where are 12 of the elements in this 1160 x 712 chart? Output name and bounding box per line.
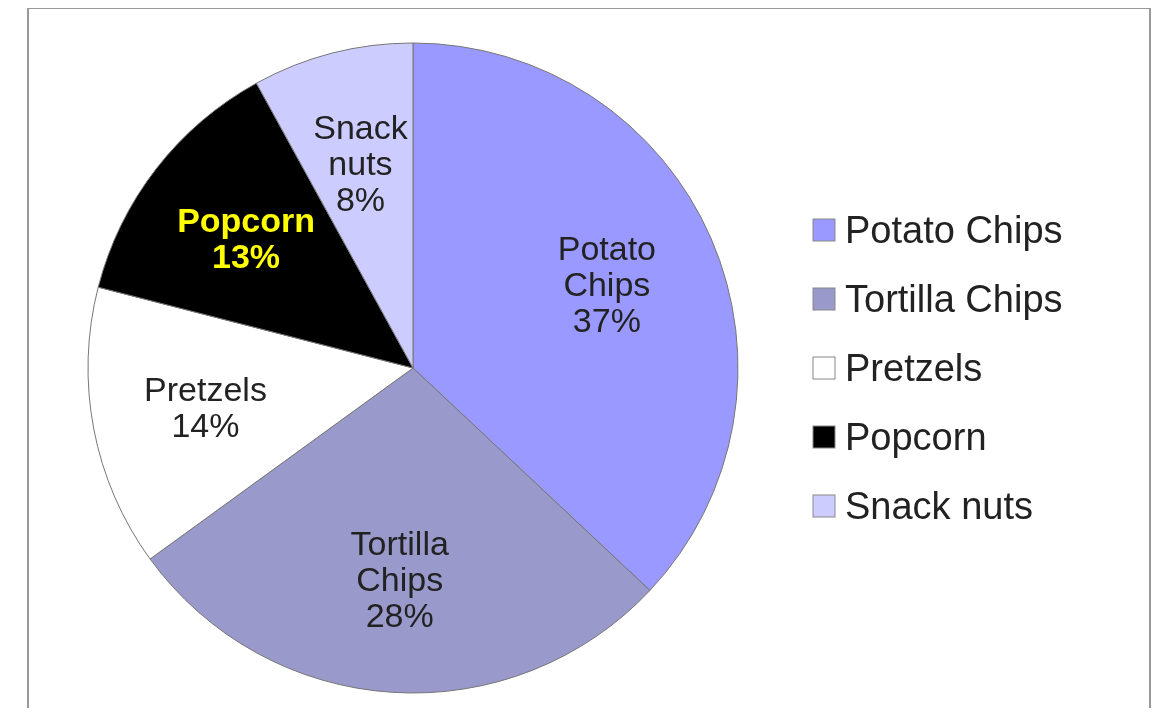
legend-label: Snack nuts	[845, 485, 1033, 528]
slice-label: Snack nuts	[313, 108, 409, 183]
data-label: 8%	[335, 180, 386, 219]
slice-label: Pretzels	[144, 370, 267, 409]
slice-label: Tortilla Chips	[350, 523, 449, 598]
category-label: Pretzels	[845, 347, 983, 390]
data-label: 14%	[171, 406, 240, 445]
legend-label: Tortilla Chips	[845, 278, 1063, 321]
slice-label: Popcorn	[177, 201, 316, 240]
slice-label: Potato Chips	[557, 229, 657, 303]
legend-label: Popcorn	[845, 416, 987, 459]
legend-label: Potato Chips	[845, 209, 1063, 252]
